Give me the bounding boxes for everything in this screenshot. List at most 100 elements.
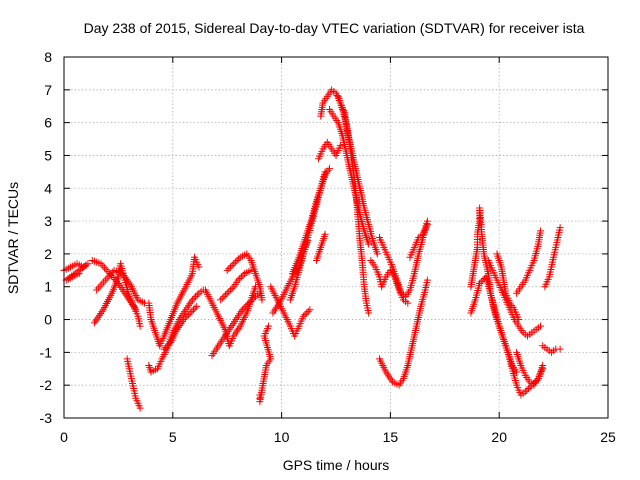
series-s18 — [312, 230, 329, 264]
data-point — [165, 340, 173, 348]
data-point — [160, 345, 168, 353]
data-point — [190, 294, 198, 302]
data-point — [515, 316, 523, 324]
x-tick-label: 10 — [274, 429, 290, 445]
y-tick-label: 8 — [44, 49, 52, 65]
data-point — [556, 345, 564, 353]
x-axis-label: GPS time / hours — [283, 457, 390, 473]
data-point — [423, 276, 431, 284]
x-tick-label: 0 — [60, 429, 68, 445]
data-point — [225, 288, 233, 296]
series-s32 — [513, 348, 547, 389]
data-point — [185, 311, 193, 319]
data-point — [228, 261, 236, 269]
data-point — [78, 264, 86, 272]
series-s1 — [60, 260, 92, 284]
data-point — [537, 322, 545, 330]
data-point — [222, 291, 230, 299]
series-s31 — [513, 227, 545, 297]
data-point — [236, 275, 244, 283]
x-tick-label: 20 — [491, 429, 507, 445]
data-point — [537, 227, 545, 235]
series-s12 — [217, 266, 255, 304]
data-point — [525, 384, 533, 392]
series-s10 — [208, 289, 264, 360]
x-tick-label: 15 — [383, 429, 399, 445]
data-point — [304, 307, 312, 315]
data-point — [193, 302, 201, 310]
series-s3 — [90, 260, 140, 327]
data-point — [181, 314, 189, 322]
data-point — [217, 296, 225, 304]
data-point — [186, 309, 194, 317]
data-point — [521, 388, 529, 396]
series-s19 — [315, 138, 344, 163]
data-point — [226, 286, 234, 294]
data-point — [523, 386, 531, 394]
y-tick-label: -1 — [40, 344, 53, 360]
data-point — [132, 306, 140, 314]
data-point — [303, 309, 311, 317]
data-point — [373, 250, 381, 258]
data-point — [191, 304, 199, 312]
data-point — [230, 260, 238, 268]
data-point — [235, 255, 243, 263]
data-point — [231, 258, 239, 266]
data-point — [250, 294, 258, 302]
data-point — [299, 312, 307, 320]
y-tick-label: 7 — [44, 82, 52, 98]
data-point — [183, 312, 191, 320]
y-tick-label: 2 — [44, 246, 52, 262]
y-axis-label: SDTVAR / TECUs — [5, 182, 21, 294]
y-tick-label: 4 — [44, 180, 52, 196]
data-point — [162, 343, 170, 351]
series-s6 — [145, 253, 203, 350]
data-point — [513, 368, 521, 376]
x-tick-labels: 0 5 10 15 20 25 — [60, 429, 616, 445]
y-tick-label: 1 — [44, 279, 52, 295]
y-tick-label: 6 — [44, 115, 52, 131]
data-point — [136, 404, 144, 412]
x-tick-label: 5 — [169, 429, 177, 445]
data-point — [365, 240, 373, 248]
data-point — [258, 296, 266, 304]
series-s24 — [376, 217, 431, 301]
data-point — [325, 165, 333, 173]
data-point — [234, 276, 242, 284]
axis-ticks — [63, 56, 609, 419]
data-point — [301, 311, 309, 319]
plot-frame — [63, 56, 609, 419]
data-point — [66, 273, 74, 281]
data-point — [75, 270, 83, 278]
data-point — [247, 297, 255, 305]
data-point — [163, 342, 171, 350]
data-point — [245, 299, 253, 307]
data-point — [365, 309, 373, 317]
series-s11 — [223, 250, 266, 304]
data-point — [188, 296, 196, 304]
y-tick-label: 5 — [44, 147, 52, 163]
series-s5 — [123, 355, 144, 412]
y-tick-labels: -3 -2 -1 0 1 2 3 4 5 6 7 8 — [40, 49, 53, 426]
data-point — [336, 142, 344, 150]
grid-lines — [64, 57, 608, 418]
data-point — [404, 299, 412, 307]
data-point — [247, 266, 255, 274]
data-point — [188, 307, 196, 315]
series-s29 — [484, 256, 545, 340]
data-point — [228, 284, 236, 292]
data-point — [218, 294, 226, 302]
data-point — [84, 260, 92, 268]
data-point — [220, 293, 228, 301]
data-point — [248, 296, 256, 304]
series-s22 — [334, 92, 373, 317]
data-point — [238, 306, 246, 314]
y-tick-label: 3 — [44, 213, 52, 229]
data-point — [539, 365, 547, 373]
series-s25 — [376, 276, 431, 389]
data-point — [226, 263, 234, 271]
data-point — [237, 273, 245, 281]
data-point — [180, 316, 188, 324]
series-s13 — [256, 322, 275, 406]
data-point — [77, 265, 85, 273]
